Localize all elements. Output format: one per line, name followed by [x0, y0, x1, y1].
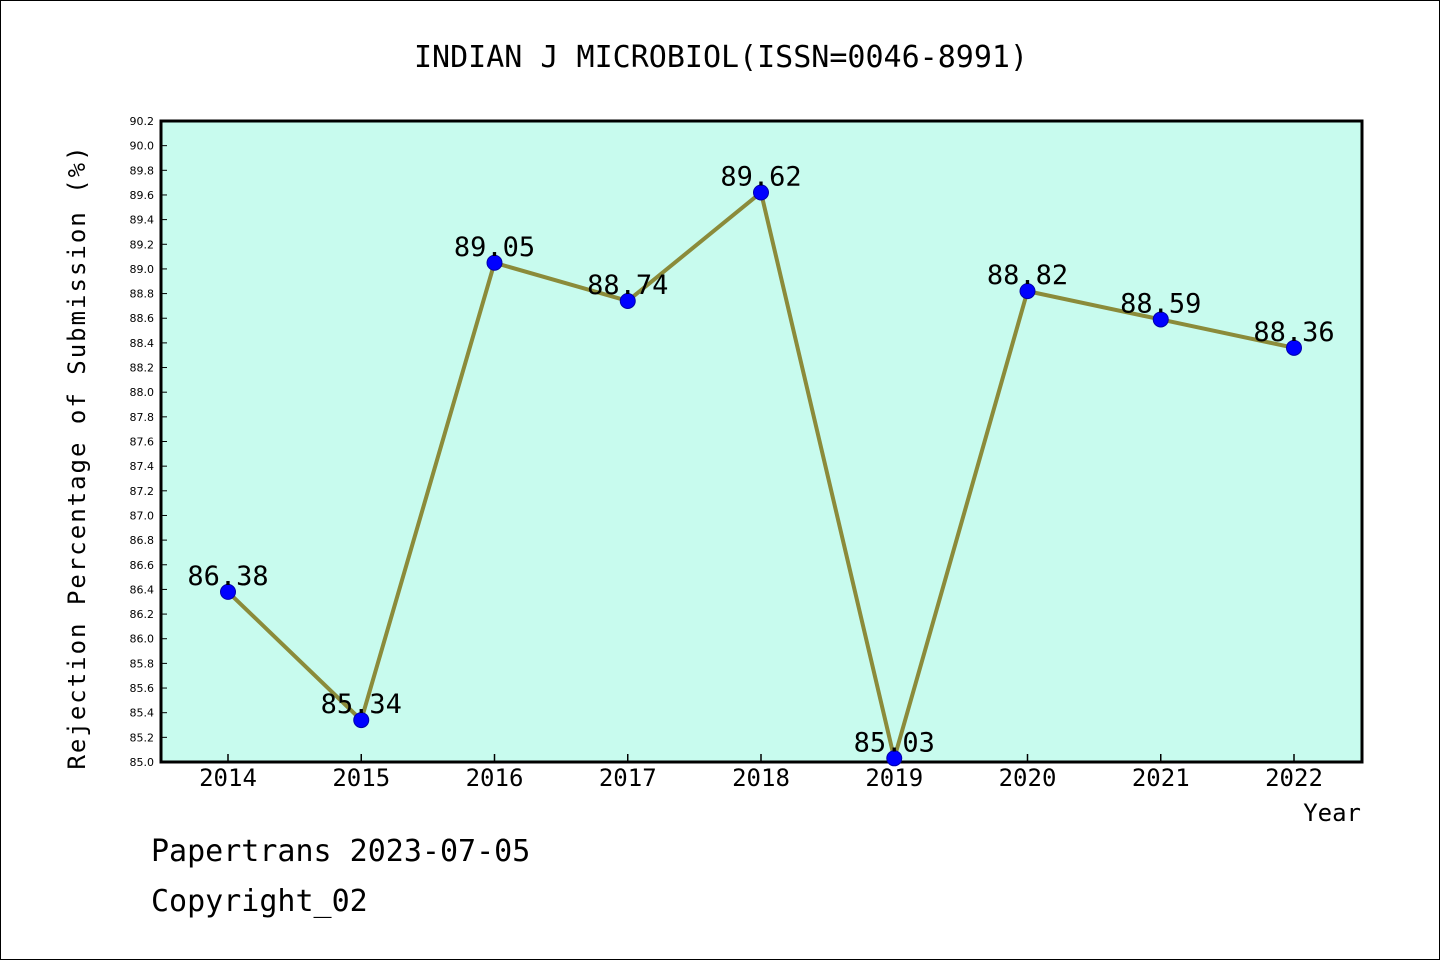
- data-point: [753, 184, 769, 201]
- y-tick-label: 85.2: [130, 731, 155, 744]
- x-tick-label: 2015: [332, 764, 390, 792]
- y-tick-label: 90.0: [130, 140, 155, 153]
- data-label: 85.03: [854, 727, 935, 758]
- data-point: [619, 292, 636, 309]
- series-group: 86.38 85.34 89.05 88.74 89.62 85.03 88.82 88.59…: [187, 161, 1335, 767]
- y-tick-label: 85.4: [130, 707, 155, 720]
- y-tick-label: 89.6: [130, 189, 155, 202]
- y-tick-label: 86.2: [130, 608, 155, 621]
- data-point: [220, 583, 236, 600]
- data-point: [1286, 339, 1302, 356]
- x-tick-label: 2019: [865, 764, 923, 792]
- data-label: 86.38: [187, 561, 268, 592]
- x-tick-label: 2021: [1132, 764, 1190, 792]
- data-label: 88.59: [1120, 288, 1201, 319]
- data-label: 85.34: [321, 689, 402, 720]
- data-label: 89.05: [454, 232, 535, 263]
- x-axis-label: Year: [1303, 799, 1361, 827]
- y-tick-label: 86.4: [130, 583, 155, 596]
- x-axis: 2014 2015 2016 2017 2018 2019 2020 2021 2022: [199, 754, 1323, 792]
- y-axis: 85.0 85.2 85.4 85.6 85.8 86.0 86.2 86.4 86.6 86.8…: [130, 115, 167, 769]
- footer-source: Papertrans 2023-07-05: [151, 834, 531, 869]
- footer-copyright: Copyright_02: [151, 884, 368, 919]
- y-tick-label: 85.8: [130, 657, 155, 670]
- x-tick-label: 2017: [599, 764, 657, 792]
- y-tick-label: 88.0: [130, 386, 155, 399]
- y-tick-label: 89.4: [130, 214, 155, 227]
- y-tick-label: 87.6: [130, 436, 155, 449]
- data-point: [886, 750, 903, 767]
- y-tick-label: 87.0: [130, 509, 155, 522]
- y-axis-label: Rejection Percentage of Submission (%): [63, 144, 91, 769]
- y-tick-label: 89.0: [130, 263, 155, 276]
- data-label: 89.62: [720, 161, 801, 192]
- x-tick-label: 2020: [999, 764, 1057, 792]
- y-tick-label: 87.8: [130, 411, 155, 424]
- y-tick-label: 85.6: [130, 682, 155, 695]
- y-tick-label: 88.8: [130, 288, 155, 301]
- y-tick-label: 86.8: [130, 534, 155, 547]
- y-tick-label: 90.2: [130, 115, 155, 128]
- y-tick-label: 87.2: [130, 485, 155, 498]
- y-tick-label: 88.6: [130, 312, 155, 325]
- y-tick-label: 89.2: [130, 238, 155, 251]
- y-tick-label: 89.8: [130, 164, 155, 177]
- x-tick-label: 2016: [466, 764, 524, 792]
- x-tick-label: 2018: [732, 764, 790, 792]
- y-tick-label: 86.0: [130, 633, 155, 646]
- y-tick-label: 88.4: [130, 337, 155, 350]
- x-tick-label: 2014: [199, 764, 257, 792]
- data-label: 88.74: [587, 270, 668, 301]
- plot-area: [159, 119, 1364, 764]
- data-point: [353, 712, 370, 729]
- data-point: [486, 254, 503, 271]
- data-label: 88.36: [1253, 317, 1334, 348]
- y-tick-label: 85.0: [130, 756, 155, 769]
- y-tick-label: 88.2: [130, 362, 155, 375]
- y-tick-label: 87.4: [130, 460, 155, 473]
- data-label: 88.82: [987, 260, 1068, 291]
- data-point: [1019, 283, 1036, 300]
- chart-title: INDIAN J MICROBIOL(ISSN=0046-8991): [414, 40, 1028, 75]
- y-tick-label: 86.6: [130, 559, 155, 572]
- data-point: [1152, 311, 1169, 328]
- x-tick-label: 2022: [1265, 764, 1323, 792]
